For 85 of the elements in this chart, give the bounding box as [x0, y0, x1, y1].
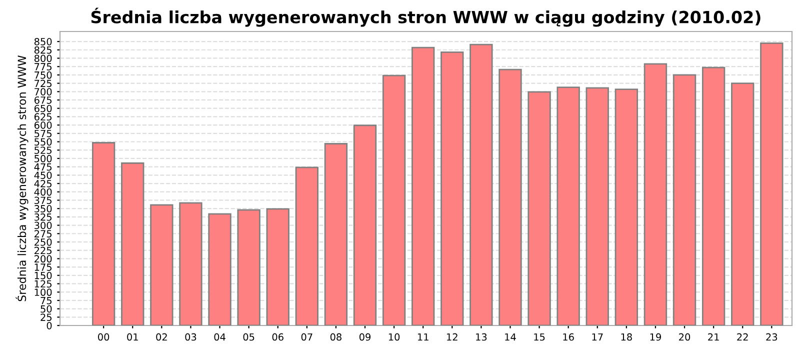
bar	[440, 52, 464, 326]
x-tick-label: 17	[592, 333, 603, 341]
bar	[614, 88, 638, 326]
x-tick-label: 23	[766, 333, 778, 341]
y-tick-label: 400	[34, 188, 52, 196]
x-tick-label: 21	[708, 333, 719, 341]
x-tick-label: 10	[388, 333, 400, 341]
y-tick-label: 600	[34, 122, 52, 129]
y-tick-label: 425	[34, 180, 52, 188]
y-tick-label: 625	[34, 113, 52, 121]
bar	[92, 142, 116, 326]
y-tick-label: 550	[34, 138, 52, 146]
x-tick-label: 19	[650, 333, 661, 341]
y-tick-label: 575	[34, 130, 52, 138]
bar	[470, 44, 493, 326]
y-tick-label: 800	[34, 54, 52, 62]
x-tick-label: 04	[214, 333, 226, 341]
x-tick-label: 11	[418, 333, 428, 341]
y-tick-label: 450	[34, 172, 52, 179]
bar	[121, 162, 144, 326]
bar	[208, 213, 232, 326]
bar	[672, 74, 696, 326]
y-tick-label: 300	[34, 222, 52, 230]
y-tick-label: 25	[40, 314, 52, 321]
x-tick-label: 14	[505, 333, 516, 341]
y-tick-label: 825	[34, 46, 52, 54]
bar	[179, 202, 202, 326]
chart-title: Średnia liczba wygenerowanych stron WWW w ciągu godziny (2010.02)	[91, 8, 760, 27]
x-tick-label: 12	[447, 333, 458, 341]
y-tick-label: 700	[34, 88, 52, 96]
bar	[237, 209, 260, 326]
x-tick-label: 00	[98, 333, 110, 341]
y-tick-label: 50	[40, 305, 52, 313]
x-tick-label: 13	[476, 333, 487, 341]
x-tick-label: 01	[127, 333, 138, 341]
y-tick-label: 375	[34, 196, 52, 204]
x-tick-label: 20	[679, 333, 690, 341]
bar	[498, 68, 522, 326]
x-tick-label: 03	[185, 333, 196, 341]
y-tick-label: 525	[34, 146, 52, 154]
bar	[760, 42, 784, 326]
bar	[353, 124, 377, 326]
bar	[150, 204, 174, 326]
y-tick-label: 275	[34, 230, 52, 238]
bar	[528, 91, 551, 326]
x-tick-label: 15	[534, 333, 545, 341]
bar	[412, 46, 435, 326]
y-axis-title: Średnia liczba wygenerowanych stron WWW	[16, 55, 28, 302]
x-tick-label: 18	[621, 333, 632, 341]
bar	[324, 143, 348, 326]
bar	[586, 87, 609, 326]
bar	[382, 74, 406, 326]
bar	[702, 66, 726, 326]
x-tick-label: 09	[359, 333, 370, 341]
y-tick-label: 75	[40, 297, 52, 304]
y-tick-label: 150	[34, 272, 52, 280]
y-tick-label: 850	[34, 38, 52, 46]
y-tick-label: 650	[34, 104, 52, 112]
bar	[731, 82, 754, 326]
y-tick-label: 200	[34, 255, 52, 263]
y-tick-label: 175	[34, 264, 52, 271]
x-tick-label: 05	[243, 333, 254, 341]
x-tick-label: 16	[563, 333, 574, 341]
y-tick-label: 775	[34, 63, 52, 70]
y-tick-label: 250	[34, 238, 52, 246]
y-tick-label: 675	[34, 96, 52, 104]
bar	[295, 166, 318, 326]
y-tick-label: 725	[34, 80, 52, 88]
x-tick-label: 07	[301, 333, 312, 341]
x-tick-label: 22	[737, 333, 748, 341]
bar	[556, 86, 580, 326]
bar	[644, 63, 668, 326]
y-tick-label: 225	[34, 246, 52, 254]
y-tick-label: 750	[34, 71, 52, 79]
y-tick-label: 350	[34, 205, 52, 212]
x-tick-label: 06	[272, 333, 284, 341]
bar	[266, 208, 290, 326]
y-tick-label: 125	[34, 280, 52, 288]
y-tick-label: 325	[34, 213, 52, 221]
y-tick-label: 475	[34, 163, 52, 171]
x-tick-label: 02	[156, 333, 167, 341]
y-tick-label: 100	[34, 288, 52, 296]
y-tick-label: 500	[34, 154, 52, 162]
y-tick-label: 0	[46, 322, 52, 330]
x-tick-label: 08	[330, 333, 342, 341]
